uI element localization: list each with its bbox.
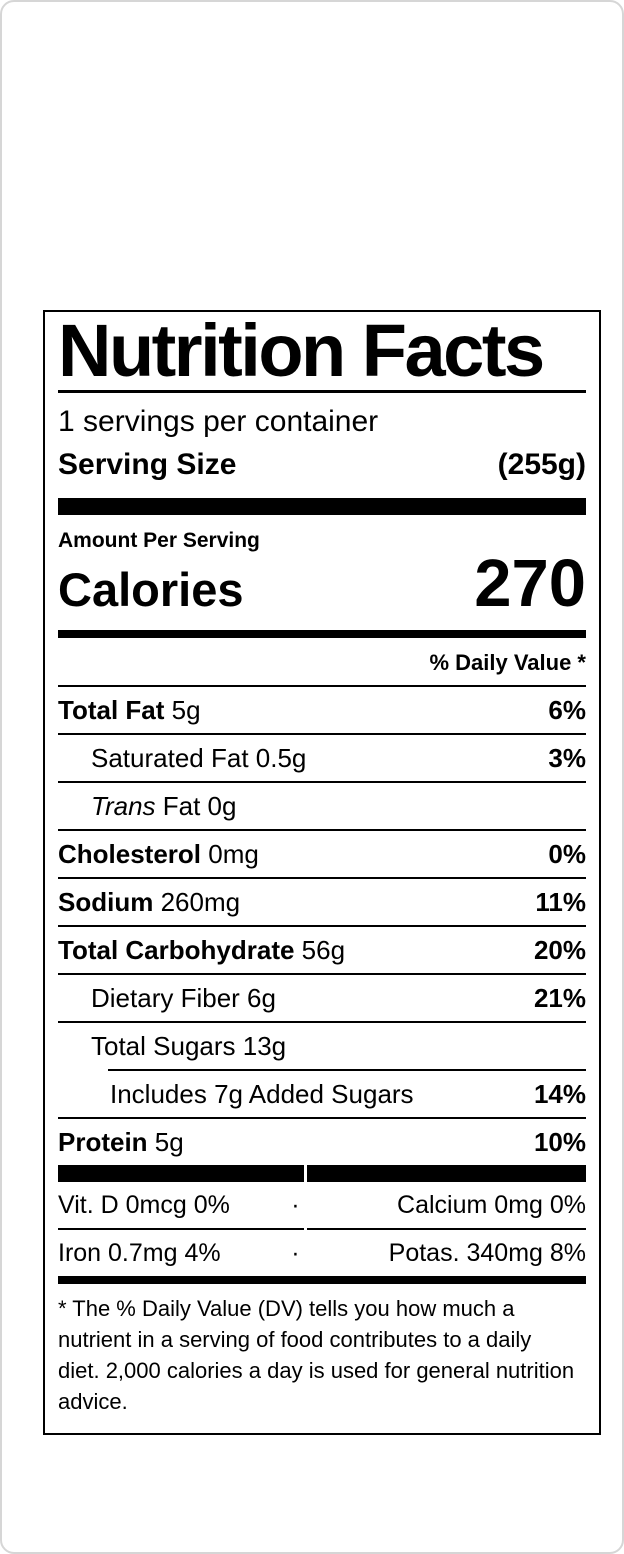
micronutrient-left-value: Vit. D 0mcg 0% — [58, 1190, 230, 1219]
micronutrient-dot-separator: · — [291, 1238, 300, 1267]
nutrient-name-part: Includes 7g Added Sugars — [110, 1079, 414, 1109]
nutrient-daily-value: 10% — [533, 1127, 586, 1157]
nutrient-name-part: Trans — [91, 791, 156, 821]
calories-value: 270 — [474, 546, 586, 621]
amount-per-serving-label: Amount Per Serving — [58, 529, 260, 552]
row-divider — [58, 829, 586, 831]
row-divider — [58, 1117, 586, 1119]
nutrient-daily-value: 3% — [548, 743, 586, 773]
nutrient-row: Total Fat 5g 6% — [58, 687, 586, 733]
micronutrient-row: Iron 0.7mg 4% · Potas. 340mg 8% — [58, 1230, 586, 1276]
thick-section-bar — [58, 498, 586, 515]
nutrient-name-part: 0mg — [201, 839, 259, 869]
nutrient-row: Dietary Fiber 6g 21% — [58, 975, 586, 1021]
nutrient-name-part: Fat 0g — [155, 791, 237, 821]
micronutrient-rows: Vit. D 0mcg 0% · Calcium 0mg 0% Iron 0.7… — [58, 1182, 586, 1276]
nutrient-row: Cholesterol 0mg 0% — [58, 831, 586, 877]
nutrient-name: Trans Fat 0g — [91, 791, 236, 821]
nutrient-row: Total Carbohydrate 56g 20% — [58, 927, 586, 973]
thick-split-bar-left — [58, 1165, 304, 1182]
nutrient-name: Total Fat 5g — [58, 695, 201, 725]
row-divider — [58, 877, 586, 879]
nutrition-facts-label: Nutrition Facts 1 servings per container… — [43, 310, 601, 1435]
nutrient-row: Trans Fat 0g — [58, 783, 586, 829]
nutrient-name-part: Total Fat — [58, 695, 165, 725]
micronutrient-divider — [58, 1228, 586, 1230]
thick-split-bar-right — [306, 1165, 586, 1182]
nutrient-daily-value: 6% — [548, 695, 586, 725]
nutrient-row: Sodium 260mg 11% — [58, 879, 586, 925]
micronutrient-right-value: Calcium 0mg 0% — [397, 1190, 586, 1219]
nutrient-row: Total Sugars 13g — [58, 1023, 586, 1069]
nutrient-name-part: Saturated Fat 0.5g — [91, 743, 307, 773]
row-divider — [58, 973, 586, 975]
nutrient-name: Saturated Fat 0.5g — [91, 743, 306, 773]
nutrient-name: Sodium 260mg — [58, 887, 240, 917]
nutrient-row: Saturated Fat 0.5g 3% — [58, 735, 586, 781]
serving-size-value: (255g) — [497, 448, 586, 481]
nutrient-name-part: 260mg — [153, 887, 241, 917]
micronutrient-right-value: Potas. 340mg 8% — [388, 1238, 586, 1267]
nutrient-name: Includes 7g Added Sugars — [110, 1079, 414, 1109]
nutrient-name-part: Total Carbohydrate — [58, 935, 295, 965]
nutrient-daily-value: 14% — [533, 1079, 586, 1109]
nutrient-name: Protein 5g — [58, 1127, 184, 1157]
servings-per-container: 1 servings per container — [58, 405, 379, 438]
nutrient-name-part: 56g — [294, 935, 346, 965]
nutrient-name-part: Protein — [58, 1127, 148, 1157]
daily-value-footnote: * The % Daily Value (DV) tells you how m… — [58, 1296, 575, 1414]
daily-value-divider — [58, 685, 586, 687]
nutrient-name-part: Sodium — [58, 887, 154, 917]
nutrient-row: Protein 5g 10% — [58, 1119, 586, 1165]
nutrient-name: Total Sugars 13g — [91, 1031, 286, 1061]
nutrient-rows: Total Fat 5g 6% Saturated Fat 0.5g 3% Tr… — [58, 687, 586, 1165]
micronutrient-dot-separator: · — [291, 1190, 300, 1219]
nutrient-name-part: Dietary Fiber 6g — [91, 983, 276, 1013]
row-divider — [58, 733, 586, 735]
micronutrient-left-cell: Iron 0.7mg 4% · — [58, 1239, 304, 1268]
row-divider — [58, 925, 586, 927]
serving-size-label: Serving Size — [58, 448, 237, 481]
nutrient-name-part: Cholesterol — [58, 839, 202, 869]
label-title: Nutrition Facts — [58, 309, 545, 392]
nutrient-daily-value: 21% — [533, 983, 586, 1013]
serving-size-row: Serving Size (255g) — [58, 447, 586, 483]
calories-row: Calories 270 — [58, 546, 586, 621]
thick-split-bar — [58, 1165, 586, 1182]
title-divider — [58, 390, 586, 393]
nutrient-daily-value: 11% — [535, 887, 586, 917]
nutrient-name: Cholesterol 0mg — [58, 839, 259, 869]
nutrient-name-part: 5g — [147, 1127, 184, 1157]
row-divider — [108, 1069, 586, 1071]
nutrient-name: Dietary Fiber 6g — [91, 983, 276, 1013]
nutrient-name-part: 5g — [164, 695, 201, 725]
row-divider — [58, 781, 586, 783]
medium-section-bar — [58, 630, 586, 638]
calories-label: Calories — [58, 563, 244, 616]
nutrient-name: Total Carbohydrate 56g — [58, 935, 345, 965]
micronutrient-left-value: Iron 0.7mg 4% — [58, 1238, 221, 1267]
micronutrient-row: Vit. D 0mcg 0% · Calcium 0mg 0% — [58, 1182, 586, 1228]
daily-value-header: % Daily Value * — [429, 650, 586, 675]
micronutrient-left-cell: Vit. D 0mcg 0% · — [58, 1191, 304, 1220]
nutrient-row: Includes 7g Added Sugars 14% — [58, 1071, 586, 1117]
nutrient-daily-value: 20% — [533, 935, 586, 965]
row-divider — [58, 1021, 586, 1023]
nutrient-daily-value: 0% — [548, 839, 586, 869]
footnote-bar — [58, 1276, 586, 1284]
nutrient-name-part: Total Sugars 13g — [91, 1031, 287, 1061]
